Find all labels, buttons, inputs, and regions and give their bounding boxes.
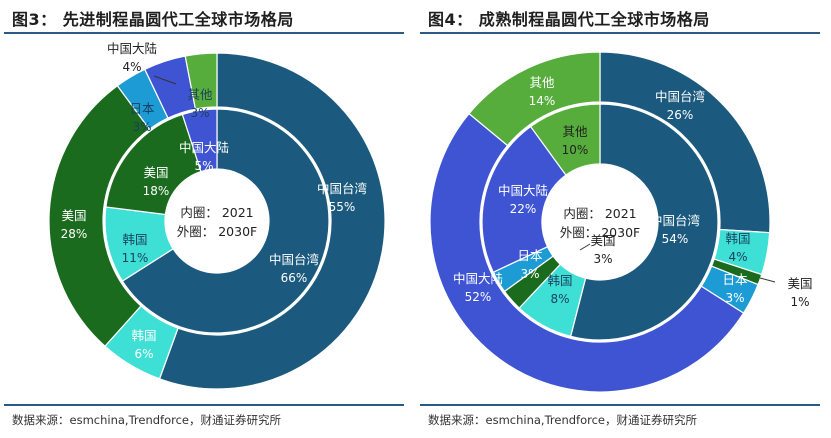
inner-slice-0-name-label: 中国台湾 [269, 252, 319, 267]
inner-ring-slice-2 [105, 113, 202, 216]
center-outer-year-label: 外圈： 2030F [177, 224, 257, 239]
inner-slice-0-value-label: 54% [662, 232, 689, 246]
outer-slice-0-value-label: 55% [329, 200, 356, 214]
source-rule [4, 404, 404, 406]
outer-slice-4-value-label: 52% [465, 290, 492, 304]
figure-4-title: 图4： 成熟制程晶圆代工全球市场格局 [428, 10, 710, 29]
inner-slice-2-value-label: 3% [593, 252, 612, 266]
inner-ring-slice-0 [569, 103, 719, 341]
outer-ring-slice-4 [429, 112, 745, 393]
inner-slice-2-value-label: 18% [143, 184, 170, 198]
outer-ring-slice-0 [158, 52, 386, 390]
outer-slice-3-value-label: 3% [132, 120, 151, 134]
inner-slice-0-value-label: 66% [281, 271, 308, 285]
source-rule [420, 404, 820, 406]
outer-slice-2-value-label: 1% [790, 295, 809, 309]
inner-slice-0-name-label: 中国台湾 [650, 213, 700, 228]
outer-slice-0-name-label: 中国台湾 [317, 181, 367, 196]
inner-slice-1-value-label: 11% [122, 251, 149, 265]
inner-ring-slice-0 [121, 108, 330, 334]
leader-line [579, 243, 591, 251]
donut-center [167, 171, 267, 271]
inner-slice-1-value-label: 8% [550, 292, 569, 306]
outer-slice-2-name-label: 美国 [61, 208, 86, 223]
inner-slice-5-name-label: 其他 [562, 124, 588, 139]
inner-slice-1-name-label: 韩国 [547, 273, 572, 288]
center-inner-year-label: 内圈： 2021 [563, 206, 636, 221]
inner-slice-5-value-label: 10% [562, 143, 589, 157]
outer-slice-1-name-label: 韩国 [725, 231, 750, 246]
inner-slice-1-name-label: 韩国 [122, 232, 147, 247]
outer-slice-1-value-label: 4% [728, 250, 747, 264]
figure-4-chart: 内圈： 2021 外圈： 2030F 中国台湾 26% 韩国 4% 美国 1% 日本 3% 中国大陆… [429, 51, 813, 393]
outer-slice-3-name-label: 日本 [722, 272, 748, 287]
center-inner-year-label: 内圈： 2021 [180, 205, 253, 220]
inner-slice-3-name-label: 中国大陆 [179, 140, 229, 155]
leader-line [759, 277, 776, 283]
outer-slice-5-name-label: 其他 [529, 75, 555, 90]
inner-slice-4-name-label: 中国大陆 [498, 183, 548, 198]
figure-4-source: 数据来源：esmchina,Trendforce，财通证券研究所 [428, 413, 697, 427]
inner-slice-2-name-label: 美国 [590, 233, 615, 248]
figure-3-title: 图3： 先进制程晶圆代工全球市场格局 [12, 10, 294, 29]
inner-ring-slice-4 [481, 125, 567, 274]
ring-separator [103, 107, 331, 335]
outer-slice-5-value-label: 3% [190, 106, 209, 120]
inner-slice-4-value-label: 22% [510, 202, 537, 216]
outer-slice-2-name-label: 美国 [787, 276, 812, 291]
outer-slice-3-name-label: 日本 [129, 101, 155, 116]
outer-slice-4-value-label: 4% [122, 60, 141, 74]
inner-slice-3-value-label: 5% [194, 159, 213, 173]
figure-3-panel: 图3： 先进制程晶圆代工全球市场格局 内圈： 2021 外圈： 2030F 中国台湾… [4, 0, 404, 438]
figure-4-panel: 图4： 成熟制程晶圆代工全球市场格局 内圈： 2021 外圈： 2030F 中国台湾… [420, 0, 820, 438]
donut-center [544, 166, 656, 278]
inner-ring-slice-5 [529, 103, 601, 176]
outer-slice-0-name-label: 中国台湾 [655, 89, 705, 104]
outer-slice-1-name-label: 韩国 [131, 328, 156, 343]
title-rule [420, 32, 820, 34]
outer-slice-3-value-label: 3% [725, 291, 744, 305]
center-outer-year-label: 外圈： 2030F [560, 225, 640, 240]
outer-slice-0-value-label: 26% [667, 108, 694, 122]
figure-3-source: 数据来源：esmchina,Trendforce，财通证券研究所 [12, 413, 281, 427]
outer-slice-4-name-label: 中国大陆 [107, 41, 157, 56]
outer-slice-2-value-label: 28% [61, 227, 88, 241]
outer-ring-slice-5 [468, 51, 601, 147]
figure-3-chart: 内圈： 2021 外圈： 2030F 中国台湾 55% 韩国 6% 美国 28% 日本 3% 中国大… [48, 41, 386, 390]
outer-slice-5-name-label: 其他 [187, 87, 213, 102]
outer-slice-4-name-label: 中国大陆 [453, 271, 503, 286]
inner-slice-3-name-label: 日本 [517, 248, 543, 263]
leader-line [153, 75, 177, 85]
outer-slice-5-value-label: 14% [529, 94, 556, 108]
outer-slice-1-value-label: 6% [134, 347, 153, 361]
outer-ring-slice-5 [184, 52, 218, 110]
inner-slice-2-name-label: 美国 [143, 165, 168, 180]
ring-separator [480, 102, 720, 342]
outer-ring-slice-2 [48, 84, 151, 348]
inner-ring-slice-3 [181, 108, 218, 173]
title-rule [4, 32, 404, 34]
inner-slice-3-value-label: 3% [520, 267, 539, 281]
